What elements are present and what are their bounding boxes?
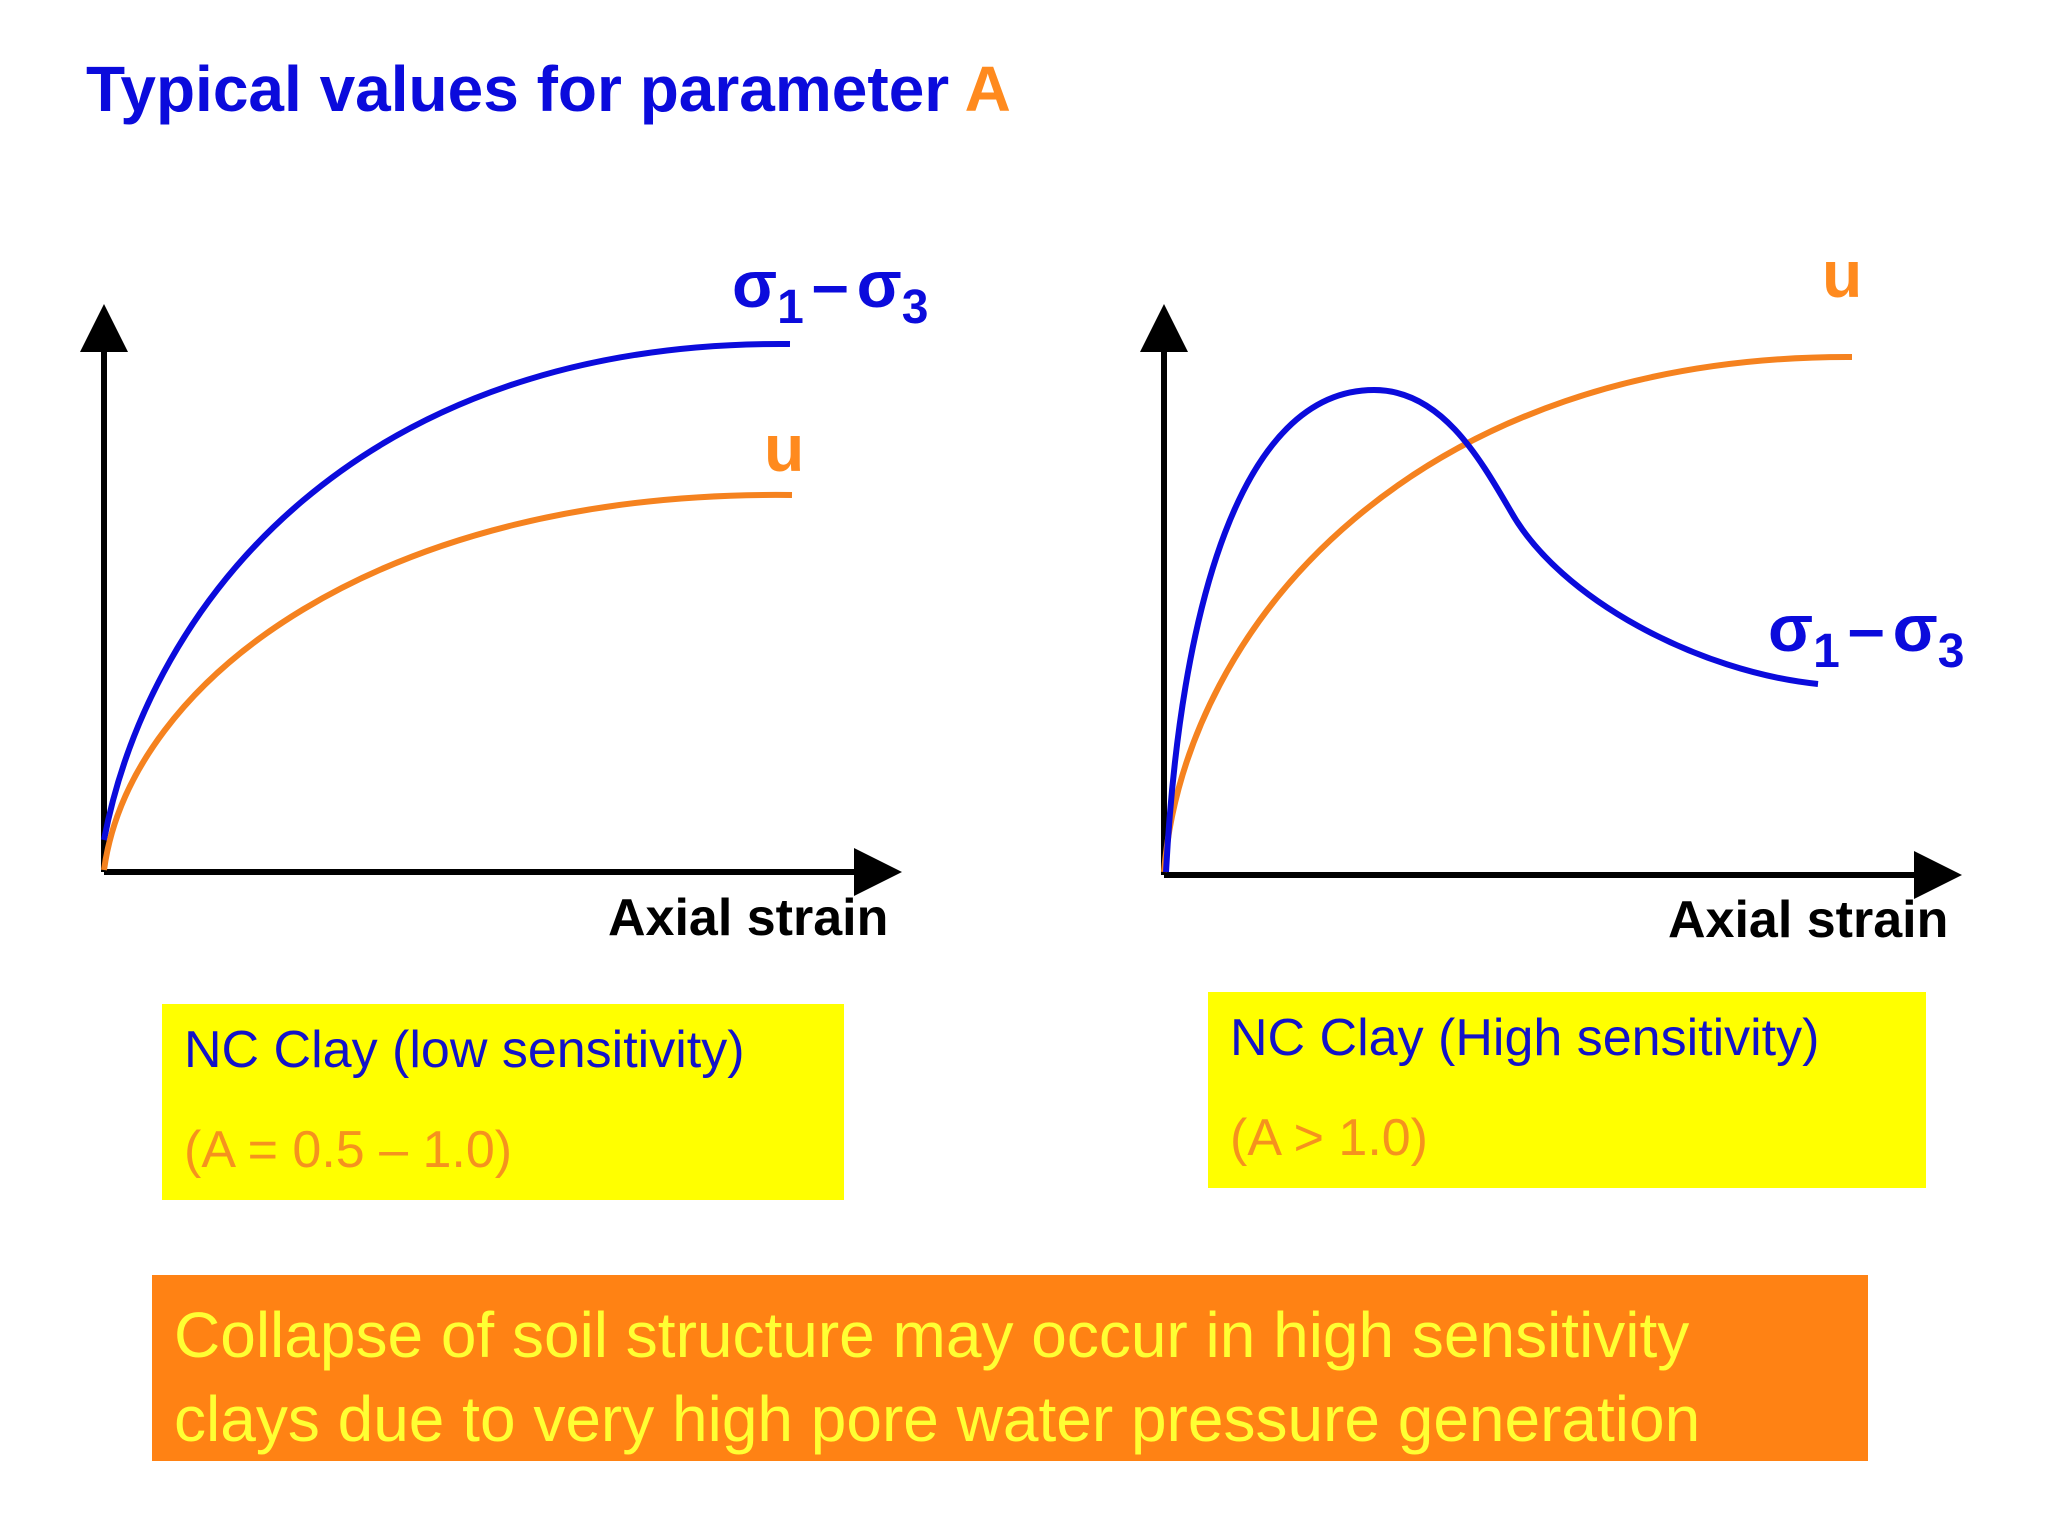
note-line-1: Collapse of soil structure may occur in …: [174, 1299, 1690, 1371]
title-accent: A: [964, 53, 1011, 125]
sigma3-symbol: σ: [856, 247, 902, 321]
right-box-range: (A > 1.0): [1230, 1109, 1428, 1167]
right-pore-pressure-curve: [1161, 353, 1853, 873]
left-x-axis-label: Axial strain: [608, 889, 889, 947]
title-main: Typical values for parameter: [86, 53, 965, 125]
right-description-box: NC Clay (High sensitivity) (A > 1.0): [1208, 992, 1926, 1188]
subscript-3: 3: [901, 281, 929, 334]
left-box-range: (A = 0.5 – 1.0): [184, 1121, 513, 1179]
subscript-1: 1: [1813, 625, 1840, 678]
sigma1-symbol: σ: [1768, 591, 1814, 665]
left-pore-label: u: [764, 411, 805, 485]
left-box-title: NC Clay (low sensitivity): [184, 1021, 745, 1079]
sigma1-symbol: σ: [732, 247, 778, 321]
page-title: Typical values for parameter A: [86, 52, 1011, 126]
right-stress-label: σ1– σ3: [1768, 590, 1964, 676]
right-stress-curve: [1163, 386, 1819, 873]
dash-symbol: –: [1847, 591, 1885, 665]
note-line-2: clays due to very high pore water pressu…: [174, 1383, 1701, 1455]
right-box-title: NC Clay (High sensitivity): [1230, 1009, 1820, 1067]
left-pore-pressure-curve: [101, 491, 793, 871]
left-description-box: NC Clay (low sensitivity) (A = 0.5 – 1.0…: [162, 1004, 844, 1200]
collapse-note-box: Collapse of soil structure may occur in …: [152, 1275, 1868, 1461]
dash-symbol: –: [811, 247, 849, 321]
right-x-axis-label: Axial strain: [1668, 891, 1949, 949]
right-pore-label: u: [1822, 237, 1863, 311]
subscript-1: 1: [777, 281, 804, 334]
left-stress-label: σ1– σ3: [732, 246, 928, 332]
left-stress-curve: [101, 340, 791, 841]
subscript-3: 3: [1937, 625, 1965, 678]
sigma3-symbol: σ: [1892, 591, 1938, 665]
